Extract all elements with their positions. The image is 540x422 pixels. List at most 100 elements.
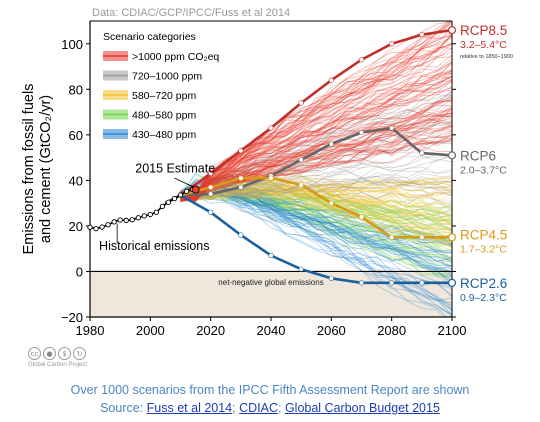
scenario-line xyxy=(180,93,452,202)
scenario-line xyxy=(180,28,452,203)
scenario-line xyxy=(180,175,452,197)
scenario-line xyxy=(180,187,452,271)
scenario-line xyxy=(180,180,452,262)
scenario-line xyxy=(180,191,452,218)
scenario-line xyxy=(180,158,452,200)
scenario-line xyxy=(180,190,452,283)
scenario-line xyxy=(180,192,452,252)
series-point xyxy=(298,182,304,188)
attribution-icon: ● xyxy=(43,347,56,360)
series-point xyxy=(238,148,244,154)
series-point xyxy=(358,57,365,63)
historical-point xyxy=(171,195,178,202)
scenario-line xyxy=(180,188,452,237)
scenario-line xyxy=(180,186,445,317)
scenario-line xyxy=(180,176,452,201)
scenario-line xyxy=(180,188,452,201)
legend-box xyxy=(98,25,221,145)
negative-emissions-band xyxy=(90,271,452,317)
source-link-gcb[interactable]: Global Carbon Budget 2015 xyxy=(284,401,440,415)
scenario-line xyxy=(180,119,452,197)
scenario-line xyxy=(180,46,452,196)
scenario-line xyxy=(180,179,452,195)
legend-label: 720–1000 ppm xyxy=(132,71,202,83)
scenario-line xyxy=(180,174,452,240)
scenario-line xyxy=(180,192,452,247)
scenario-line xyxy=(180,80,452,202)
historical-point xyxy=(93,226,99,232)
scenario-line xyxy=(180,172,452,226)
scenario-line xyxy=(180,190,452,246)
scenario-line xyxy=(180,191,452,243)
series-point xyxy=(328,141,334,147)
scenario-line xyxy=(180,175,452,201)
noncommercial-icon: $ xyxy=(58,347,71,360)
scenario-line xyxy=(180,33,452,199)
source-prefix: Source: xyxy=(100,401,144,415)
scenario-line xyxy=(180,185,452,307)
scenario-line xyxy=(180,180,452,312)
scenario-line xyxy=(180,72,452,199)
scenario-line xyxy=(180,114,452,201)
rcp-name-label: RCP6 xyxy=(460,148,496,163)
scenario-line xyxy=(180,190,452,260)
scenario-line xyxy=(180,191,452,209)
rcp-range-label: 0.9–2.3°C xyxy=(460,292,507,304)
scenario-line xyxy=(180,189,452,258)
historical-point xyxy=(177,192,184,198)
scenario-line xyxy=(180,36,452,198)
y-axis-label-2: and cement (GtCO₂/yr) xyxy=(38,95,54,243)
scenario-line xyxy=(180,140,452,200)
series-point xyxy=(328,275,334,281)
scenario-line xyxy=(180,192,452,276)
series-point xyxy=(389,41,395,47)
scenario-line xyxy=(180,114,452,202)
annotations: Historical emissions 2015 Estimate RCP8.53… xyxy=(99,23,513,304)
series-point xyxy=(238,175,244,181)
x-tick-label: 2020 xyxy=(196,323,225,338)
scenario-line xyxy=(180,107,452,195)
series-point xyxy=(389,234,395,240)
scenario-line xyxy=(180,79,452,196)
scenario-line xyxy=(180,58,452,193)
scenario-line xyxy=(180,193,452,251)
historical-point xyxy=(141,213,147,219)
series-point xyxy=(389,280,395,286)
scenario-line xyxy=(180,194,452,276)
historical-point xyxy=(129,217,135,223)
y-tick-label: 0 xyxy=(76,264,83,279)
scenario-line xyxy=(180,183,452,210)
scenario-line xyxy=(180,34,452,201)
scenario-line xyxy=(180,187,452,273)
historical-point xyxy=(117,217,123,223)
scenario-line xyxy=(180,189,452,227)
source-link-fuss[interactable]: Fuss et al 2014 xyxy=(146,401,233,415)
scenario-line xyxy=(180,140,452,200)
scenario-line xyxy=(180,76,452,200)
historical-line xyxy=(89,188,193,230)
scenario-line xyxy=(180,166,452,202)
scenario-line xyxy=(180,184,452,215)
historical-point xyxy=(135,215,141,221)
series-point xyxy=(419,234,425,240)
scenario-line xyxy=(180,101,452,198)
series-point xyxy=(208,170,214,177)
scenario-line xyxy=(180,21,452,200)
scenario-line xyxy=(180,184,452,272)
x-tick-label: 2060 xyxy=(317,323,346,338)
legend: >1000 ppm CO₂eq 720–1000 ppm 580–720 ppm 48… xyxy=(103,51,219,141)
scenario-line xyxy=(180,61,452,197)
scenario-line xyxy=(180,43,452,198)
scenario-line xyxy=(180,69,452,199)
scenario-line xyxy=(180,189,452,209)
scenario-line xyxy=(180,138,452,200)
scenario-line xyxy=(180,184,452,228)
scenario-line xyxy=(180,90,452,194)
source-link-cdiac[interactable]: CDIAC xyxy=(239,401,278,415)
scenario-line xyxy=(180,107,452,195)
scenario-line xyxy=(180,174,452,231)
scenario-line xyxy=(180,185,452,201)
scenario-line xyxy=(180,188,452,201)
scenario-line xyxy=(180,75,452,199)
scenario-line xyxy=(180,56,452,197)
